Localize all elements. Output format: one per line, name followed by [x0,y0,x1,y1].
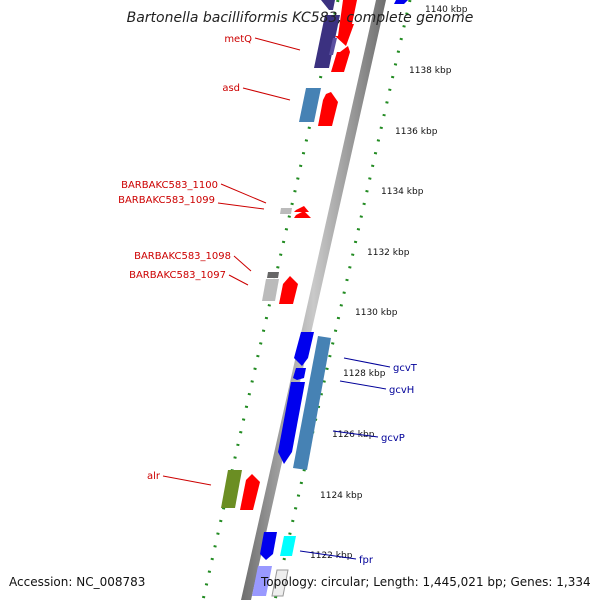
label-leader [242,87,291,101]
gene-label: BARBAKC583_1098 [134,251,231,262]
feature-red-asd [318,92,338,126]
scale-label: 1126 kbp [332,430,375,440]
gene-label: BARBAKC583_1097 [129,270,226,281]
feature-alr [221,470,242,508]
gene-label: asd [222,83,240,94]
feature-top-blue [394,0,408,4]
label-leader [228,274,249,286]
scale-label: 1130 kbp [355,308,398,318]
feature-red-1100 [294,206,311,218]
gene-label: metQ [224,34,252,45]
feature-asd [299,88,321,122]
gene-label: fpr [359,555,374,566]
scale-label: 1140 kbp [425,5,468,15]
gene-labels: metQ asd BARBAKC583_1100 BARBAKC583_1099 BAR… [118,34,418,566]
accession-text: Accession: NC_008783 [9,575,146,589]
scale-labels: 1140 kbp 1138 kbp 1136 kbp 1134 kbp 1132 kbp… [310,5,468,561]
label-leader [339,380,387,390]
gene-label: BARBAKC583_1100 [121,180,218,191]
scale-label: 1128 kbp [343,369,386,379]
label-leader [343,357,391,368]
feature-cyan [280,536,296,556]
label-leader [299,550,357,560]
gene-label: gcvH [389,385,414,396]
outer-dotted-axis [273,0,412,600]
scale-label: 1138 kbp [409,66,452,76]
feature-bottom-inner [252,566,272,596]
scale-label: 1122 kbp [310,551,353,561]
label-leader [220,183,267,204]
feature-fpr [260,532,277,560]
gene-label: BARBAKC583_1099 [118,195,215,206]
feature-bottom-outer [271,569,289,597]
genome-title: Bartonella bacilliformis KC583, complete… [126,10,474,26]
label-leader [332,430,379,438]
scale-label: 1132 kbp [367,248,410,258]
feature-BARBAKC583_1100 [280,208,292,214]
label-leader [217,202,265,210]
genome-backbone [241,0,386,600]
label-leader [233,255,252,272]
feature-red-top [335,0,357,46]
scale-label: 1134 kbp [381,187,424,197]
feature-red-alr [240,474,260,510]
feature-red-metQ [331,46,350,72]
feature-BARBAKC583_1098 [267,272,279,278]
feature-gcvT [294,332,314,366]
label-leader [254,37,301,51]
genome-summary-text: Topology: circular; Length: 1,445,021 bp… [261,575,591,589]
feature-metQ [314,0,340,68]
label-leader [162,475,212,486]
feature-gcvP-inner [278,382,305,464]
scale-label: 1124 kbp [320,491,363,501]
feature-red-1097 [279,276,298,304]
gene-label: gcvP [381,433,405,444]
feature-gcvP-outer [293,336,331,470]
gene-label: gcvT [393,363,418,374]
scale-label: 1136 kbp [395,127,438,137]
feature-BARBAKC583_1097 [262,279,279,301]
gene-label: alr [147,471,161,482]
feature-gcvH [293,368,306,380]
